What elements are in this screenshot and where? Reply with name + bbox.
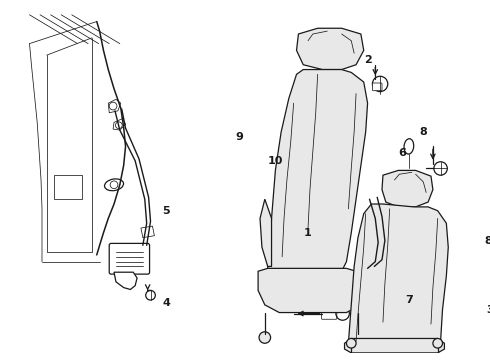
Polygon shape xyxy=(344,338,444,353)
Polygon shape xyxy=(114,272,137,289)
Circle shape xyxy=(433,338,442,348)
Polygon shape xyxy=(258,268,366,312)
Text: 8: 8 xyxy=(419,127,427,137)
Polygon shape xyxy=(108,99,121,113)
Polygon shape xyxy=(260,199,271,266)
Text: 9: 9 xyxy=(235,132,243,142)
Text: 2: 2 xyxy=(364,55,371,65)
Polygon shape xyxy=(141,226,154,238)
Circle shape xyxy=(259,332,270,343)
Ellipse shape xyxy=(104,179,123,191)
FancyBboxPatch shape xyxy=(321,309,337,319)
Polygon shape xyxy=(369,236,388,251)
Text: 1: 1 xyxy=(304,228,312,238)
Text: 7: 7 xyxy=(405,295,413,305)
Polygon shape xyxy=(348,204,448,343)
Polygon shape xyxy=(296,28,364,69)
Ellipse shape xyxy=(404,139,414,154)
Circle shape xyxy=(346,338,356,348)
Polygon shape xyxy=(268,69,368,271)
FancyBboxPatch shape xyxy=(372,83,382,91)
Circle shape xyxy=(352,332,364,343)
FancyBboxPatch shape xyxy=(109,243,149,274)
Polygon shape xyxy=(53,175,82,199)
Text: 3: 3 xyxy=(487,305,490,315)
Text: 6: 6 xyxy=(398,148,406,158)
Text: 5: 5 xyxy=(162,206,170,216)
Text: 10: 10 xyxy=(268,156,283,166)
Text: 8: 8 xyxy=(485,235,490,246)
Polygon shape xyxy=(113,118,125,130)
Text: 4: 4 xyxy=(163,298,171,308)
Polygon shape xyxy=(382,170,433,207)
